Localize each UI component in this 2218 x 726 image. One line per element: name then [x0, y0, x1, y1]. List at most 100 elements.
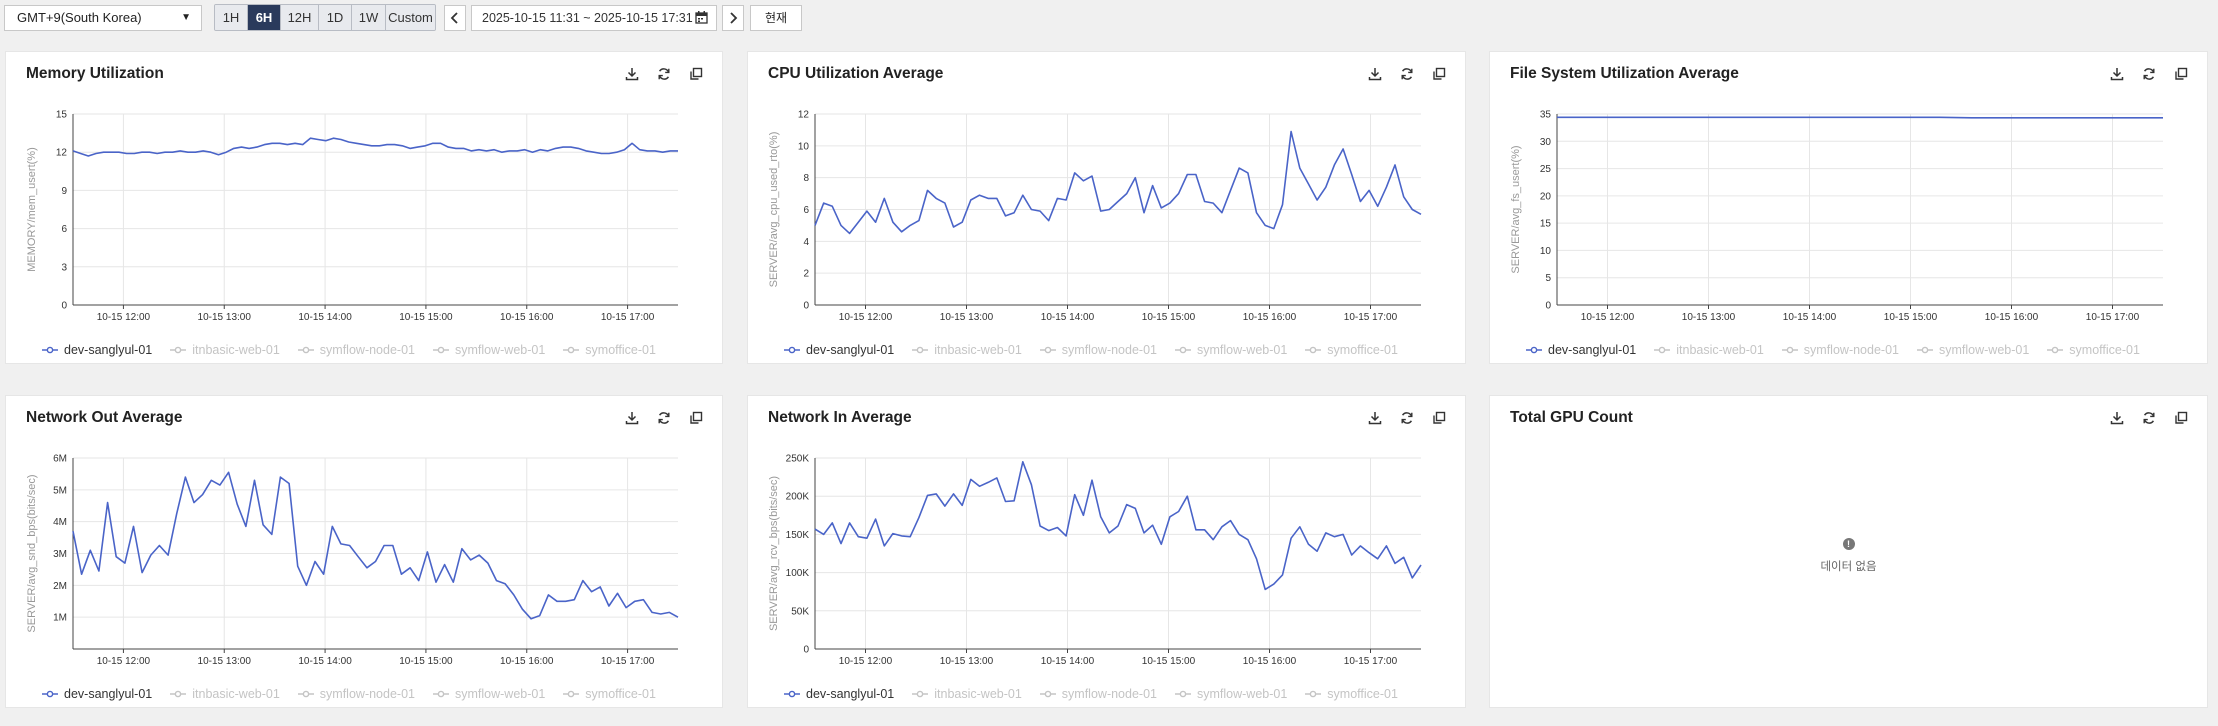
- chart-card-filesystem: File System Utilization Average 0 5 10 15 20 2…: [1489, 51, 2208, 364]
- y-tick-label: 10: [798, 141, 810, 152]
- legend-item[interactable]: symflow-node-01: [298, 343, 415, 357]
- y-tick-label: 15: [1540, 219, 1552, 230]
- legend-item[interactable]: dev-sanglyul-01: [1526, 343, 1636, 357]
- y-tick-label: 100K: [786, 568, 810, 579]
- legend-label: dev-sanglyul-01: [806, 343, 894, 357]
- legend-item[interactable]: symoffice-01: [563, 687, 656, 701]
- series-line-dev-sanglyul-01: [815, 462, 1421, 590]
- expand-button[interactable]: [2171, 410, 2191, 426]
- legend-item[interactable]: symflow-web-01: [433, 687, 545, 701]
- line-chart: 050K100K150K200K250K10-15 12:00 10-15 13:…: [748, 396, 1465, 707]
- legend-label: itnbasic-web-01: [192, 687, 280, 701]
- legend-marker-icon: [563, 346, 579, 354]
- legend-item[interactable]: itnbasic-web-01: [1654, 343, 1764, 357]
- legend-item[interactable]: itnbasic-web-01: [912, 687, 1022, 701]
- legend-item[interactable]: symflow-node-01: [1040, 687, 1157, 701]
- y-tick-label: 0: [803, 301, 809, 312]
- chart-card-memory: Memory Utilization 0 3 6 9 12 15 10-15 12:00 10-…: [5, 51, 723, 364]
- chart-card-cpu: CPU Utilization Average 0 2 4 6 8 10 12 10-15 12…: [747, 51, 1466, 364]
- x-tick-label: 10-15 15:00: [1142, 656, 1196, 667]
- date-range-picker[interactable]: 2025-10-15 11:31 ~ 2025-10-15 17:31: [471, 5, 717, 31]
- legend-item[interactable]: symoffice-01: [563, 343, 656, 357]
- next-range-button[interactable]: [722, 5, 744, 31]
- x-tick-label: 10-15 12:00: [97, 312, 151, 323]
- legend-marker-icon: [912, 346, 928, 354]
- y-tick-label: 9: [61, 186, 67, 197]
- y-tick-label: 2M: [53, 581, 67, 592]
- legend-label: symoffice-01: [1327, 687, 1398, 701]
- legend-item[interactable]: symflow-web-01: [1917, 343, 2029, 357]
- date-range-text: 2025-10-15 11:31 ~ 2025-10-15 17:31: [482, 11, 693, 25]
- x-tick-label: 10-15 12:00: [839, 312, 893, 323]
- legend-marker-icon: [170, 690, 186, 698]
- range-button-1d[interactable]: 1D: [318, 5, 351, 30]
- line-chart: 02468101210-15 12:00 10-15 13:00 10-15 14:…: [748, 52, 1465, 363]
- card-actions: [2107, 410, 2191, 426]
- y-tick-label: 3: [61, 262, 67, 273]
- x-tick-label: 10-15 15:00: [399, 656, 453, 667]
- x-tick-label: 10-15 16:00: [1243, 312, 1297, 323]
- legend-marker-icon: [2047, 346, 2063, 354]
- x-tick-label: 10-15 13:00: [198, 656, 252, 667]
- legend-item[interactable]: itnbasic-web-01: [170, 343, 280, 357]
- legend-label: symflow-node-01: [320, 687, 415, 701]
- legend-item[interactable]: symflow-node-01: [1040, 343, 1157, 357]
- line-chart: 0 5 10 15 20 25 30 35 10-15 12:00 10-15 13:00 10-1…: [1490, 52, 2207, 363]
- legend-item[interactable]: symflow-node-01: [298, 687, 415, 701]
- prev-range-button[interactable]: [444, 5, 466, 31]
- x-tick-label: 10-15 13:00: [198, 312, 252, 323]
- legend-label: symflow-node-01: [320, 343, 415, 357]
- legend-label: symflow-web-01: [455, 343, 545, 357]
- y-tick-label: 250K: [786, 454, 810, 465]
- y-axis-label: SERVER/avg_fs_usert(%): [1510, 145, 1522, 273]
- legend-item[interactable]: symflow-web-01: [433, 343, 545, 357]
- legend-item[interactable]: dev-sanglyul-01: [784, 687, 894, 701]
- series-line-dev-sanglyul-01: [815, 132, 1421, 234]
- legend-item[interactable]: symflow-node-01: [1782, 343, 1899, 357]
- legend-marker-icon: [563, 690, 579, 698]
- legend-label: symflow-node-01: [1804, 343, 1899, 357]
- legend-marker-icon: [1040, 690, 1056, 698]
- card-title: Total GPU Count: [1510, 409, 1633, 427]
- x-tick-label: 10-15 13:00: [1682, 312, 1736, 323]
- x-tick-label: 10-15 17:00: [2086, 312, 2140, 323]
- y-tick-label: 0: [1545, 301, 1551, 312]
- legend-item[interactable]: symoffice-01: [2047, 343, 2140, 357]
- no-data-text: 데이터 없음: [1490, 558, 2207, 574]
- y-tick-label: 50K: [791, 606, 809, 617]
- legend-label: symoffice-01: [585, 343, 656, 357]
- now-button[interactable]: 현재: [750, 5, 802, 31]
- y-tick-label: 4: [803, 237, 809, 248]
- range-button-custom[interactable]: Custom: [385, 5, 435, 30]
- legend-item[interactable]: itnbasic-web-01: [912, 343, 1022, 357]
- line-chart: 1M2M3M4M5M6M10-15 12:00 10-15 13:00 10-15 …: [6, 396, 722, 707]
- legend-item[interactable]: itnbasic-web-01: [170, 687, 280, 701]
- legend-item[interactable]: dev-sanglyul-01: [42, 343, 152, 357]
- y-axis-label: SERVER/avg_cpu_used_rto(%): [768, 132, 780, 288]
- range-button-12h[interactable]: 12H: [280, 5, 318, 30]
- timezone-select[interactable]: GMT+9(South Korea) ▼: [4, 5, 202, 31]
- legend-item[interactable]: dev-sanglyul-01: [784, 343, 894, 357]
- y-tick-label: 3M: [53, 549, 67, 560]
- legend-marker-icon: [298, 690, 314, 698]
- legend-item[interactable]: symoffice-01: [1305, 343, 1398, 357]
- legend-item[interactable]: dev-sanglyul-01: [42, 687, 152, 701]
- x-tick-label: 10-15 13:00: [940, 312, 994, 323]
- copy-icon: [2174, 411, 2188, 425]
- x-tick-label: 10-15 14:00: [1783, 312, 1837, 323]
- caret-down-icon: ▼: [181, 12, 191, 23]
- legend-item[interactable]: symflow-web-01: [1175, 687, 1287, 701]
- legend-label: symflow-web-01: [1939, 343, 2029, 357]
- refresh-button[interactable]: [2139, 410, 2159, 426]
- range-button-1w[interactable]: 1W: [351, 5, 385, 30]
- download-button[interactable]: [2107, 410, 2127, 426]
- x-tick-label: 10-15 17:00: [1344, 312, 1398, 323]
- range-button-1h[interactable]: 1H: [215, 5, 247, 30]
- legend-label: symoffice-01: [2069, 343, 2140, 357]
- legend-item[interactable]: symflow-web-01: [1175, 343, 1287, 357]
- timezone-label: GMT+9(South Korea): [17, 10, 142, 25]
- legend-item[interactable]: symoffice-01: [1305, 687, 1398, 701]
- range-button-6h[interactable]: 6H: [247, 5, 280, 30]
- no-data-message: ! 데이터 없음: [1490, 534, 2207, 574]
- legend-label: symflow-web-01: [1197, 343, 1287, 357]
